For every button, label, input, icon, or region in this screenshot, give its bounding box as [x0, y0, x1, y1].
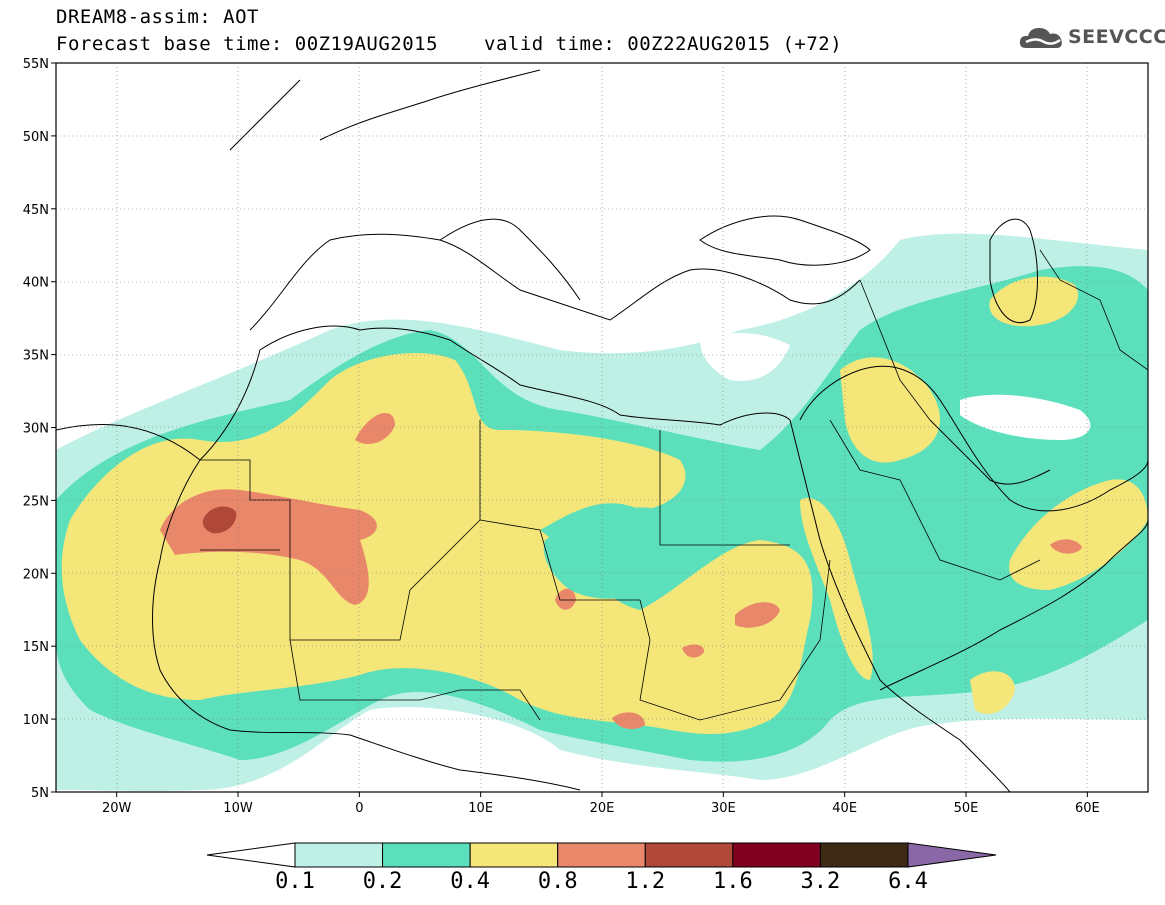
coast-caspian	[989, 218, 1038, 323]
colorbar-box	[644, 842, 734, 868]
lat-tick-label: 55N	[23, 57, 49, 72]
latitude-axis: 55N 50N 45N 40N 35N 30N 25N 20N 15N 10N 5N	[23, 57, 56, 801]
coast-arabia	[799, 365, 1148, 512]
coast-europe-north	[229, 69, 541, 151]
longitude-axis: 20W 10W 0 10E 20E 30E 40E 50E 60E	[102, 792, 1100, 816]
colorbar-box	[732, 842, 821, 868]
coast-gulf	[929, 419, 1051, 485]
colorbar-level-label: 6.4	[888, 869, 928, 894]
colorbar-box	[819, 842, 909, 868]
aot-band-yellow-caspian	[989, 276, 1079, 327]
lat-tick-label: 50N	[23, 130, 49, 145]
aot-clear-gap-med	[700, 333, 790, 381]
border-saudi	[829, 419, 1041, 581]
colorbar-low-arrow	[206, 842, 296, 868]
colorbar	[206, 842, 997, 868]
lon-tick-label: 10W	[223, 801, 253, 816]
colorbar-level-label: 0.2	[362, 869, 403, 894]
aot-core-darkred	[202, 506, 237, 534]
base-time: Forecast base time: 00Z19AUG2015	[56, 33, 439, 55]
colorbar-level-label: 3.2	[800, 869, 841, 894]
border-iraq-iran	[859, 279, 931, 421]
colorbar-level-label: 0.8	[537, 869, 578, 894]
border-iran-afghan	[1039, 249, 1148, 371]
lon-tick-label: 0	[355, 801, 363, 816]
colorbar-box	[557, 842, 646, 868]
colorbar-level-label: 0.1	[275, 869, 315, 894]
valid-time: valid time: 00Z22AUG2015 (+72)	[484, 33, 843, 55]
aot-band-orange-chad	[612, 712, 645, 730]
coast-italy	[439, 218, 581, 301]
border-west-sahara	[200, 459, 291, 640]
aot-window-teal	[543, 507, 687, 599]
lon-tick-label: 40E	[832, 801, 857, 816]
aot-band-orange-oman	[1050, 539, 1082, 554]
aot-band-yellow-somalia	[970, 671, 1015, 714]
aot-field	[56, 233, 1148, 791]
lon-tick-label: 30E	[711, 801, 736, 816]
coast-red-sea	[789, 419, 1011, 792]
lat-tick-label: 25N	[23, 494, 49, 509]
border-libya-egypt	[659, 430, 790, 546]
aot-band-orange-libya	[555, 588, 576, 610]
lon-tick-label: 50E	[954, 801, 979, 816]
lat-tick-label: 20N	[23, 567, 49, 582]
lat-tick-label: 30N	[23, 422, 49, 437]
coast-africa-north	[56, 325, 791, 461]
coastlines	[56, 69, 1148, 792]
colorbar-box	[469, 842, 559, 868]
lon-tick-label: 60E	[1075, 801, 1100, 816]
lat-tick-label: 5N	[31, 786, 49, 801]
lon-tick-label: 20W	[102, 801, 132, 816]
lat-tick-label: 10N	[23, 713, 49, 728]
coast-black-sea	[699, 215, 871, 266]
colorbar-level-label: 1.2	[625, 869, 666, 894]
colorbar-level-label: 1.6	[712, 869, 753, 894]
coast-europe-south	[249, 233, 861, 331]
lat-tick-label: 35N	[23, 349, 49, 364]
borders	[200, 249, 1148, 721]
aot-band-yellow-west	[61, 352, 813, 735]
colorbar-box	[294, 842, 384, 868]
aot-band-orange-algeria	[355, 413, 395, 445]
lat-tick-label: 45N	[23, 203, 49, 218]
aot-clear-gap-iran	[960, 394, 1091, 440]
graticule	[56, 63, 1148, 792]
aot-band-yellow-red-sea	[800, 498, 873, 680]
border-mauritania-mali	[200, 519, 481, 641]
product-title: DREAM8-assim: AOT	[56, 6, 259, 28]
border-sudan	[639, 559, 831, 721]
lon-tick-label: 20E	[590, 801, 615, 816]
border-niger-nigeria	[289, 639, 541, 721]
colorbar-level-label: 0.4	[450, 869, 491, 894]
aot-band-orange-sudan	[735, 602, 780, 628]
colorbar-box	[382, 842, 471, 868]
aot-band-yellow-arabia	[840, 357, 940, 463]
lon-tick-label: 10E	[468, 801, 493, 816]
colorbar-high-arrow	[907, 842, 997, 868]
aot-band-yellow-oman	[1009, 479, 1148, 590]
border-algeria-libya	[479, 420, 651, 641]
cloud-icon	[1019, 28, 1062, 48]
lat-tick-label: 15N	[23, 640, 49, 655]
coast-africa-west	[152, 459, 581, 791]
coast-arabia-south	[879, 519, 1148, 691]
lat-tick-label: 40N	[23, 276, 49, 291]
aot-band-orange-darfur	[682, 644, 705, 658]
seevccc-logo: SEEVCCC	[1018, 22, 1165, 54]
logo-text: SEEVCCC	[1068, 26, 1165, 48]
